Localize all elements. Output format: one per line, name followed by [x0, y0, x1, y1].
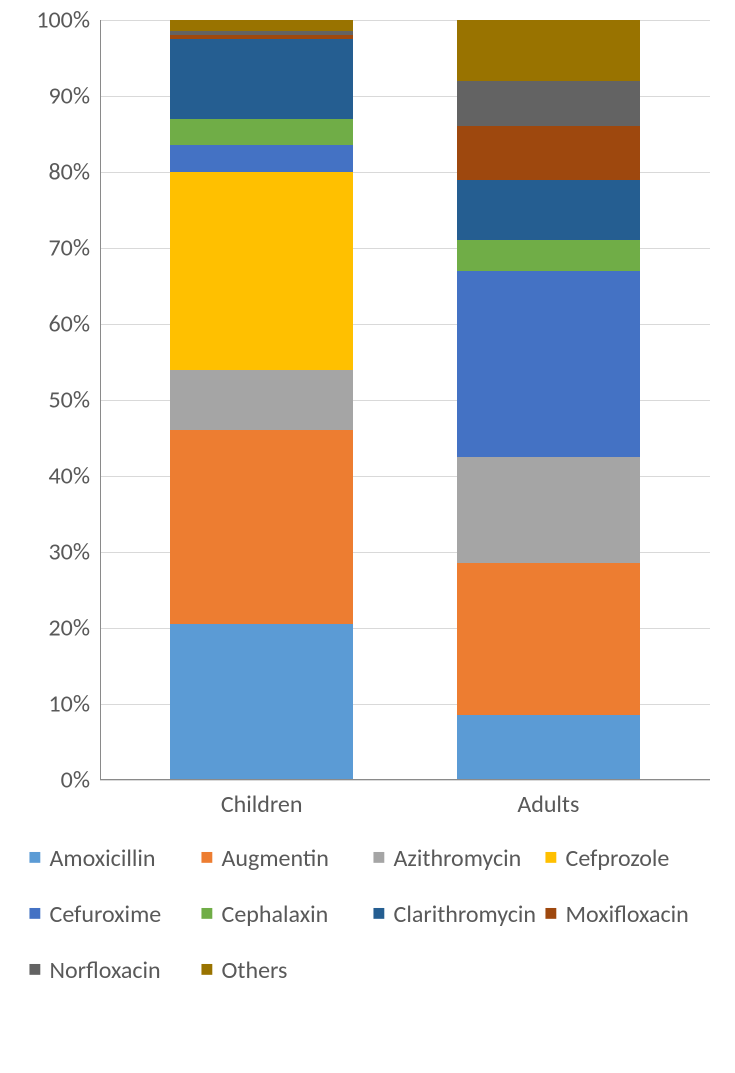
- gridline: [100, 780, 710, 781]
- bar-seg-children-amoxicillin: [170, 624, 353, 780]
- legend-swatch-icon: ■: [28, 903, 42, 925]
- legend-item-cefuroxime: ■ Cefuroxime: [28, 886, 200, 942]
- legend-item-clarithromycin: ■ Clarithromycin: [372, 886, 544, 942]
- bar-seg-adults-cephalaxin: [457, 240, 640, 270]
- plot-area: 0%10%20%30%40%50%60%70%80%90%100%Childre…: [100, 20, 710, 780]
- legend-swatch-icon: ■: [200, 959, 214, 981]
- x-axis-line: [100, 779, 710, 780]
- legend-label: Norfloxacin: [50, 956, 161, 985]
- legend-item-norfloxacin: ■ Norfloxacin: [28, 942, 200, 998]
- legend-item-amoxicillin: ■ Amoxicillin: [28, 830, 200, 886]
- x-tick-label-children: Children: [221, 780, 303, 819]
- legend-label: Others: [222, 956, 288, 985]
- bar-seg-children-azithromycin: [170, 370, 353, 431]
- legend-item-azithromycin: ■ Azithromycin: [372, 830, 544, 886]
- legend-label: Azithromycin: [394, 844, 522, 873]
- y-tick-label: 0%: [61, 766, 100, 795]
- legend-swatch-icon: ■: [28, 847, 42, 869]
- bar-seg-children-cefprozole: [170, 172, 353, 370]
- legend-swatch-icon: ■: [372, 903, 386, 925]
- y-tick-label: 90%: [49, 82, 100, 111]
- y-tick-label: 60%: [49, 310, 100, 339]
- bar-seg-adults-moxifloxacin: [457, 126, 640, 179]
- legend-swatch-icon: ■: [28, 959, 42, 981]
- legend-swatch-icon: ■: [544, 847, 558, 869]
- legend-item-augmentin: ■ Augmentin: [200, 830, 372, 886]
- legend-label: Moxifloxacin: [566, 900, 689, 929]
- legend-item-cefprozole: ■ Cefprozole: [544, 830, 716, 886]
- legend-swatch-icon: ■: [200, 847, 214, 869]
- legend: ■ Amoxicillin ■ Augmentin ■ Azithromycin ■ Cefp…: [28, 830, 718, 998]
- bar-seg-adults-others: [457, 20, 640, 81]
- bar-seg-adults-azithromycin: [457, 457, 640, 563]
- bar-children: [170, 20, 353, 780]
- bar-seg-children-norfloxacin: [170, 31, 353, 35]
- y-tick-label: 30%: [49, 538, 100, 567]
- y-tick-label: 50%: [49, 386, 100, 415]
- bar-seg-children-cefuroxime: [170, 145, 353, 172]
- y-axis-line: [100, 20, 101, 780]
- bar-seg-adults-augmentin: [457, 563, 640, 715]
- legend-item-moxifloxacin: ■ Moxifloxacin: [544, 886, 716, 942]
- legend-item-cephalaxin: ■ Cephalaxin: [200, 886, 372, 942]
- bar-seg-adults-cefuroxime: [457, 271, 640, 457]
- legend-label: Cephalaxin: [222, 900, 329, 929]
- legend-label: Cefprozole: [566, 844, 670, 873]
- y-tick-label: 10%: [49, 690, 100, 719]
- bar-seg-children-clarithromycin: [170, 39, 353, 119]
- x-tick-label-adults: Adults: [517, 780, 579, 819]
- legend-label: Augmentin: [222, 844, 329, 873]
- stacked-bar-chart: 0% 10% 20% 30% 40% 50% 60% 70% 80% 90% 100% Childre…: [0, 0, 735, 1073]
- y-tick-label: 40%: [49, 462, 100, 491]
- bar-seg-adults-amoxicillin: [457, 715, 640, 780]
- legend-label: Clarithromycin: [394, 900, 537, 929]
- legend-label: Amoxicillin: [50, 844, 156, 873]
- y-tick-label: 20%: [49, 614, 100, 643]
- y-tick-label: 100%: [36, 6, 100, 35]
- bar-seg-children-others: [170, 20, 353, 31]
- legend-label: Cefuroxime: [50, 900, 162, 929]
- y-tick-label: 70%: [49, 234, 100, 263]
- bar-seg-children-augmentin: [170, 430, 353, 624]
- bar-seg-adults-clarithromycin: [457, 180, 640, 241]
- bar-seg-children-cephalaxin: [170, 119, 353, 146]
- legend-item-others: ■ Others: [200, 942, 372, 998]
- legend-swatch-icon: ■: [200, 903, 214, 925]
- bar-seg-adults-norfloxacin: [457, 81, 640, 127]
- y-tick-label: 80%: [49, 158, 100, 187]
- legend-swatch-icon: ■: [544, 903, 558, 925]
- legend-swatch-icon: ■: [372, 847, 386, 869]
- bar-adults: [457, 20, 640, 780]
- bar-seg-children-moxifloxacin: [170, 35, 353, 39]
